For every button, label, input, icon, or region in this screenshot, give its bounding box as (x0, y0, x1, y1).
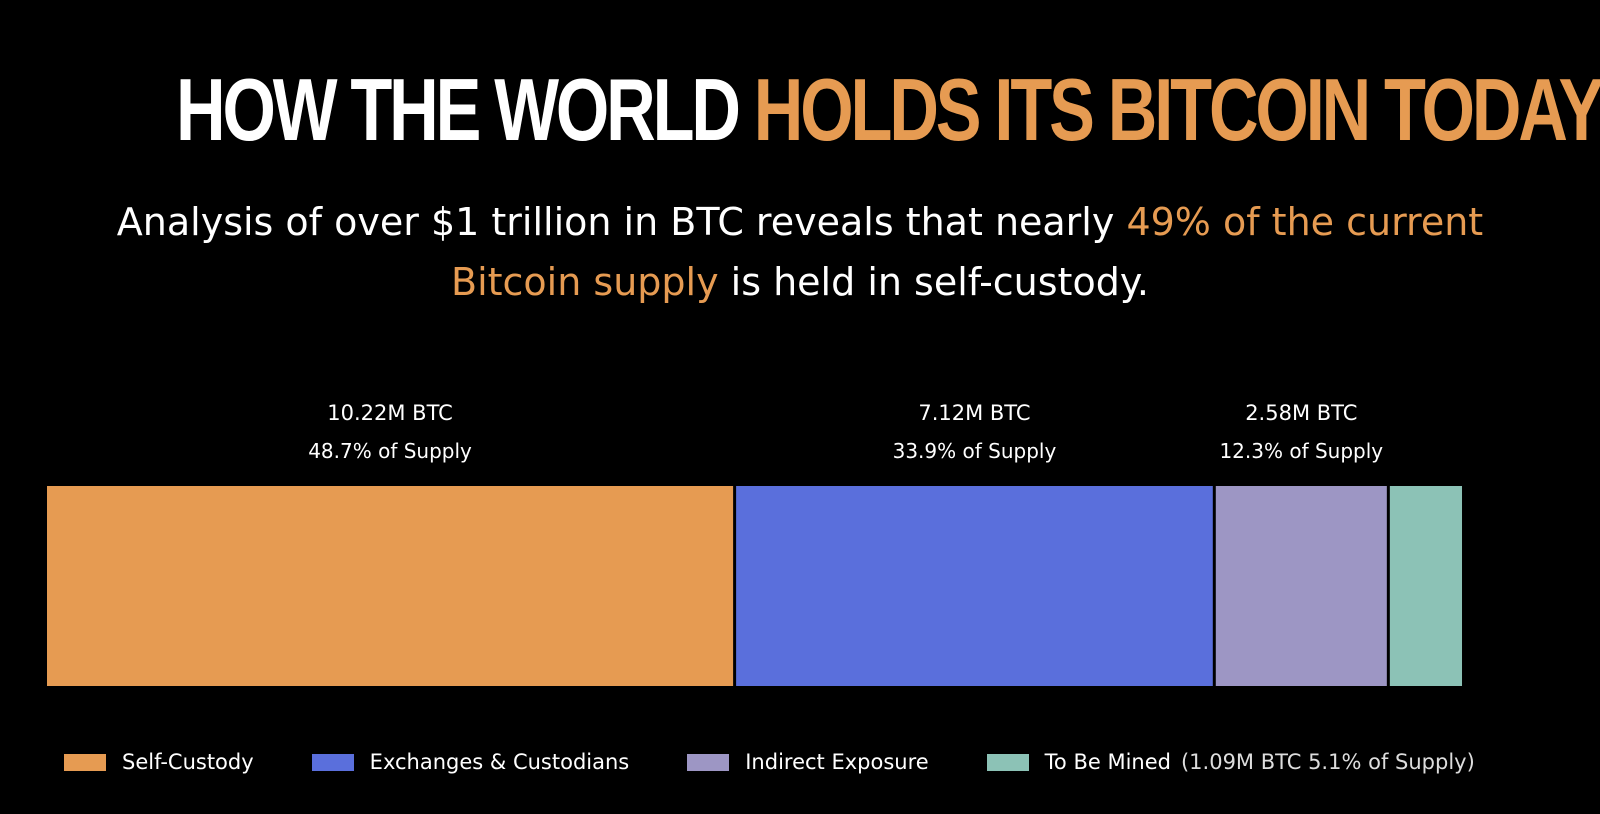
percent-label-indirect-exposure: 12.3% of Supply (1219, 439, 1383, 463)
headline-accent-part: HOLDS ITS BITCOIN TODAY (753, 60, 1600, 159)
subtitle: Analysis of over $1 trillion in BTC reve… (100, 192, 1500, 312)
legend-label-self-custody: Self-Custody (122, 750, 254, 774)
percent-label-exchanges-custodians: 33.9% of Supply (893, 439, 1057, 463)
headline-white-part: HOW THE WORLD (176, 60, 741, 159)
legend-label-exchanges: Exchanges & Custodians (369, 750, 630, 774)
subtitle-text-end: is held in self-custody. (718, 260, 1149, 304)
legend-swatch-to-be-mined (986, 753, 1029, 771)
legend-label-to-be-mined: To Be Mined (1044, 750, 1171, 774)
stacked-bar-chart: 10.22M BTC 48.7% of Supply 7.12M BTC 33.9% … (47, 401, 1463, 686)
legend-item-indirect-exposure: Indirect Exposure (687, 750, 929, 774)
bar-segment-to-be-mined (1389, 486, 1463, 686)
value-label-self-custody: 10.22M BTC (327, 401, 453, 425)
percent-label-self-custody: 48.7% of Supply (308, 439, 472, 463)
headline: HOW THE WORLD HOLDS ITS BITCOIN TODAY (176, 60, 1600, 160)
value-label-indirect-exposure: 2.58M BTC (1245, 401, 1357, 425)
subtitle-highlight: 49% of the current Bitcoin supply (451, 200, 1484, 304)
bar-segment-self-custody (47, 486, 734, 686)
legend-swatch-exchanges (311, 753, 354, 771)
bar-segment-indirect-exposure (1215, 486, 1387, 686)
subtitle-text-start: Analysis of over $1 trillion in BTC reve… (116, 200, 1127, 244)
legend-label-indirect-exposure: Indirect Exposure (745, 750, 929, 774)
legend-swatch-indirect-exposure (687, 753, 730, 771)
legend-item-exchanges: Exchanges & Custodians (311, 750, 630, 774)
legend-item-self-custody: Self-Custody (64, 750, 254, 774)
chart-legend: Self-Custody Exchanges & Custodians Indi… (64, 742, 1475, 782)
legend-note-to-be-mined: (1.09M BTC 5.1% of Supply) (1180, 750, 1475, 774)
value-label-exchanges-custodians: 7.12M BTC (918, 401, 1030, 425)
bar-segment-exchanges-custodians (736, 486, 1213, 686)
legend-item-to-be-mined: To Be Mined (1.09M BTC 5.1% of Supply) (986, 750, 1475, 774)
legend-swatch-self-custody (64, 753, 106, 771)
